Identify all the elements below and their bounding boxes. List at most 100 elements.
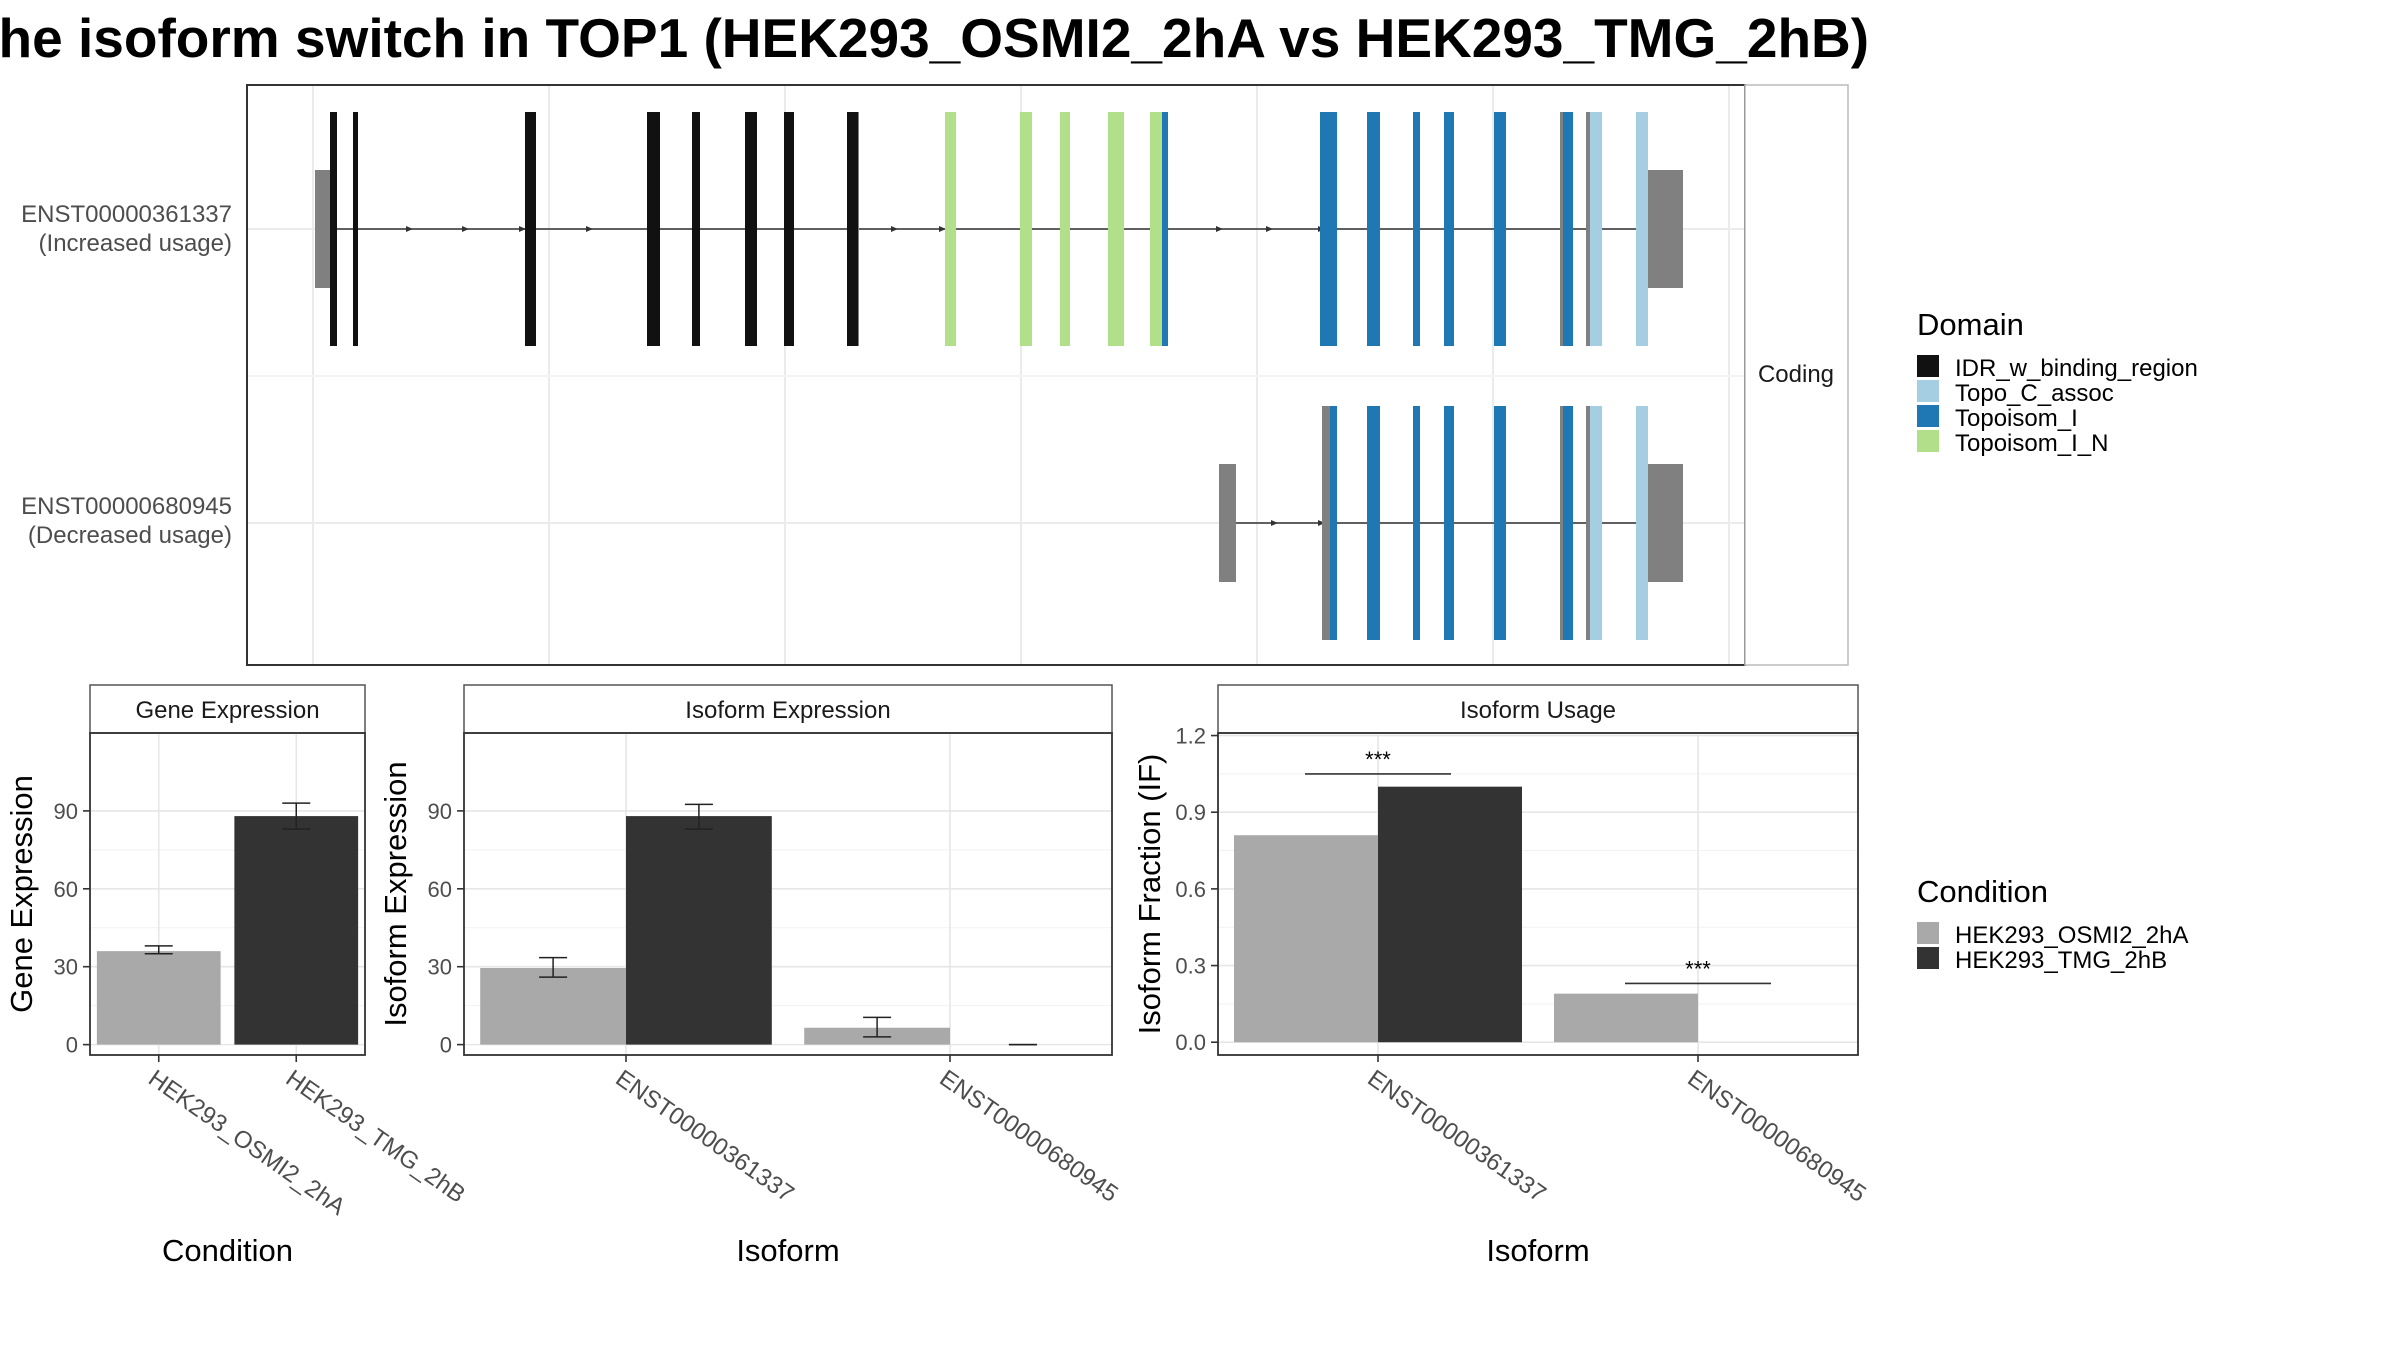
bar-0-1 [1554, 993, 1698, 1043]
x-tick-label-1: ENST00000680945 [935, 1065, 1123, 1208]
legend-swatch-idr [1917, 355, 1939, 377]
bar-1-0 [1378, 786, 1522, 1043]
legend-swatch-cond-a [1917, 922, 1939, 944]
y-tick-label-2: 0.6 [1175, 877, 1206, 902]
coding-exon-2 [1413, 406, 1420, 640]
legend-swatch-topoisom-i-n [1917, 430, 1939, 452]
utr-exon-1 [1648, 170, 1683, 288]
panel-strip [1217, 684, 1859, 734]
coding-exon-18 [1494, 112, 1506, 346]
figure-title: The isoform switch in TOP1 (HEK293_OSMI2… [0, 7, 1869, 69]
x-axis-title: Isoform [736, 1233, 839, 1268]
y-tick-label-0: 0 [66, 1033, 78, 1058]
transcript-track-2 [1219, 406, 1683, 640]
domain-legend: Domain IDR_w_binding_region Topo_C_assoc… [1917, 307, 2198, 457]
isoform-1-id: ENST00000361337 [21, 201, 232, 228]
y-tick-label-1: 30 [428, 955, 452, 980]
strand-arrow-0 [1271, 520, 1278, 526]
y-tick-label-0: 0.0 [1175, 1030, 1206, 1055]
legend-swatch-topo-c [1917, 380, 1939, 402]
legend-label-topoisom-i-n: Topoisom_I_N [1955, 430, 2108, 457]
legend-label-idr: IDR_w_binding_region [1955, 355, 2198, 382]
y-tick-label-3: 90 [54, 799, 78, 824]
coding-exon-0 [330, 112, 337, 346]
isoform-usage-panel: Isoform Usage *** *** 0.0 0.3 0.6 0.9 1.2 ENST00… [1132, 684, 1871, 1268]
coding-exon-3 [647, 112, 660, 346]
strand-arrow-2 [519, 226, 526, 232]
condition-legend-title: Condition [1917, 874, 2048, 909]
coding-exon-7 [1636, 406, 1648, 640]
strand-arrow-4 [891, 226, 898, 232]
legend-swatch-cond-b [1917, 947, 1939, 969]
x-axis-title: Condition [162, 1233, 293, 1268]
significance-label-1: *** [1685, 956, 1711, 981]
panel-border [89, 732, 366, 1056]
structure-facet-label: Coding [1758, 361, 1834, 388]
isoform-expression-panel: Isoform Expression 0 30 60 90 ENST00000361337… [378, 684, 1123, 1268]
coding-exon-5 [1563, 406, 1573, 640]
strand-arrow-5 [939, 226, 946, 232]
structure-strip [1744, 84, 1849, 666]
noncoding-exon-0 [1322, 406, 1331, 640]
x-tick-label-1: ENST00000680945 [1683, 1065, 1871, 1208]
coding-exon-20 [1590, 112, 1602, 346]
coding-exon-4 [692, 112, 700, 346]
coding-exon-5 [745, 112, 757, 346]
y-axis-title: Gene Expression [4, 775, 39, 1013]
coding-exon-15 [1367, 112, 1380, 346]
legend-label-cond-a: HEK293_OSMI2_2hA [1955, 922, 2188, 949]
coding-exon-6 [784, 112, 794, 346]
strand-arrow-1 [462, 226, 469, 232]
coding-exon-10 [1060, 112, 1070, 346]
y-tick-label-0: 0 [440, 1033, 452, 1058]
coding-exon-9 [1020, 112, 1032, 346]
strand-arrow-6 [1216, 226, 1223, 232]
structure-panel: Coding ENST00000361337 (Increased usage)… [21, 84, 1849, 666]
x-tick-label-0: ENST00000361337 [611, 1065, 799, 1208]
coding-exon-21 [1636, 112, 1648, 346]
coding-exon-16 [1413, 112, 1420, 346]
y-tick-label-1: 30 [54, 955, 78, 980]
x-tick-label-0: ENST00000361337 [1363, 1065, 1551, 1208]
legend-label-topo-c: Topo_C_assoc [1955, 380, 2114, 407]
panel-strip-label: Isoform Usage [1460, 697, 1616, 724]
bar-0-0 [480, 968, 626, 1045]
coding-exon-13 [1162, 112, 1168, 346]
domain-legend-title: Domain [1917, 307, 2024, 342]
legend-swatch-topoisom-i [1917, 405, 1939, 427]
panel-strip [89, 684, 366, 734]
strand-arrow-7 [1266, 226, 1273, 232]
bar-1-0 [626, 816, 772, 1045]
isoform-1-usage: (Increased usage) [39, 230, 232, 257]
coding-exon-11 [1108, 112, 1124, 346]
structure-tracks [315, 112, 1683, 640]
panel-border [1217, 732, 1859, 1056]
panel-strip [463, 684, 1113, 734]
coding-exon-6 [1590, 406, 1602, 640]
coding-exon-12 [1150, 112, 1163, 346]
utr-exon-0 [1219, 464, 1236, 582]
panel-strip-label: Isoform Expression [685, 697, 890, 724]
panel-border [463, 732, 1113, 1056]
significance-label-0: *** [1365, 747, 1391, 772]
y-tick-label-3: 90 [428, 799, 452, 824]
isoform-2-id: ENST00000680945 [21, 493, 232, 520]
y-axis-title: Isoform Expression [378, 761, 413, 1026]
y-tick-label-2: 60 [428, 877, 452, 902]
strand-arrow-1 [1318, 520, 1325, 526]
strand-arrow-0 [406, 226, 413, 232]
condition-legend: Condition HEK293_OSMI2_2hA HEK293_TMG_2h… [1917, 874, 2188, 974]
coding-exon-1 [353, 112, 358, 346]
coding-exon-1 [1367, 406, 1380, 640]
coding-exon-14 [1320, 112, 1337, 346]
strand-arrow-3 [586, 226, 593, 232]
bar-0 [96, 951, 221, 1045]
y-tick-label-3: 0.9 [1175, 800, 1206, 825]
utr-exon-1 [1648, 464, 1683, 582]
coding-exon-8 [945, 112, 956, 346]
isoform-2-usage: (Decreased usage) [28, 522, 232, 549]
coding-exon-7 [847, 112, 858, 346]
bar-0-0 [1234, 835, 1378, 1043]
coding-exon-0 [1330, 406, 1337, 640]
coding-exon-4 [1494, 406, 1506, 640]
